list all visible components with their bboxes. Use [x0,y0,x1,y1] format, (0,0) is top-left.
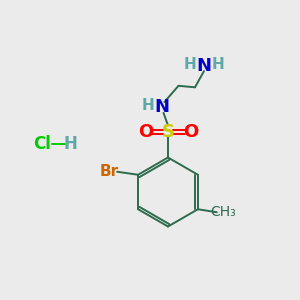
Text: S: S [161,123,175,141]
Text: H: H [64,135,77,153]
Text: Br: Br [100,164,119,179]
Text: N: N [154,98,169,116]
Text: H: H [183,57,196,72]
Text: Cl: Cl [33,135,51,153]
Text: O: O [138,123,153,141]
Text: O: O [183,123,198,141]
Text: H: H [212,57,225,72]
Text: N: N [196,57,211,75]
Text: H: H [141,98,154,112]
Text: CH₃: CH₃ [211,205,236,219]
